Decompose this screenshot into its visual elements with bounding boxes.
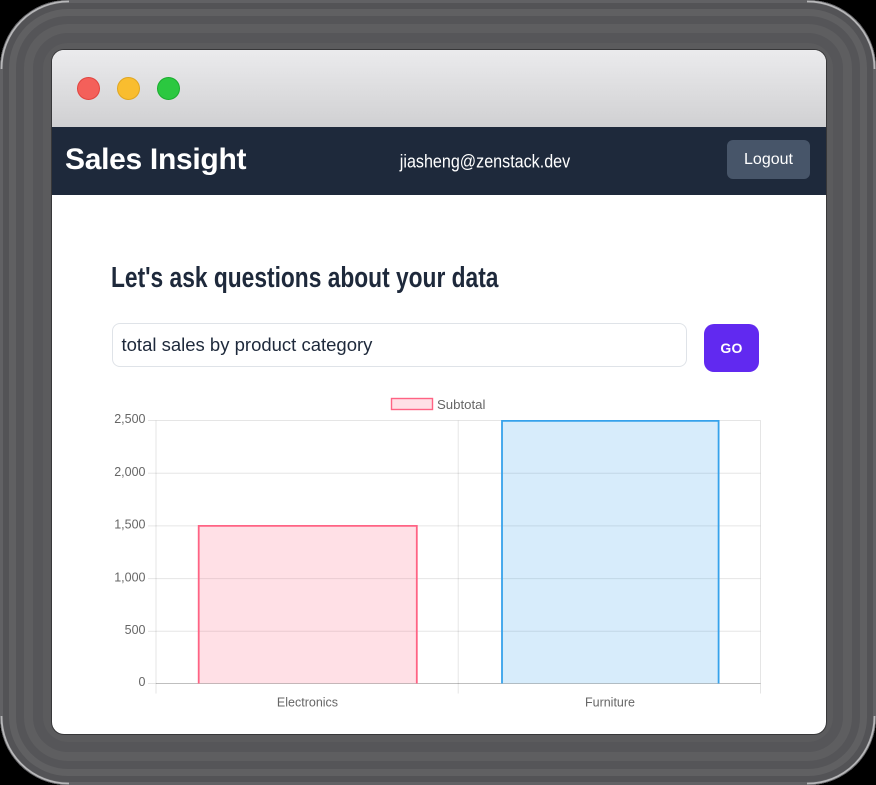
svg-text:Furniture: Furniture	[585, 696, 635, 710]
svg-text:Subtotal: Subtotal	[437, 397, 485, 412]
svg-text:500: 500	[125, 623, 146, 637]
svg-text:0: 0	[139, 675, 146, 689]
svg-text:1,000: 1,000	[114, 570, 145, 584]
svg-text:1,500: 1,500	[114, 518, 145, 532]
svg-text:2,000: 2,000	[114, 465, 145, 479]
svg-text:Electronics: Electronics	[277, 696, 338, 710]
svg-text:2,500: 2,500	[114, 412, 145, 426]
